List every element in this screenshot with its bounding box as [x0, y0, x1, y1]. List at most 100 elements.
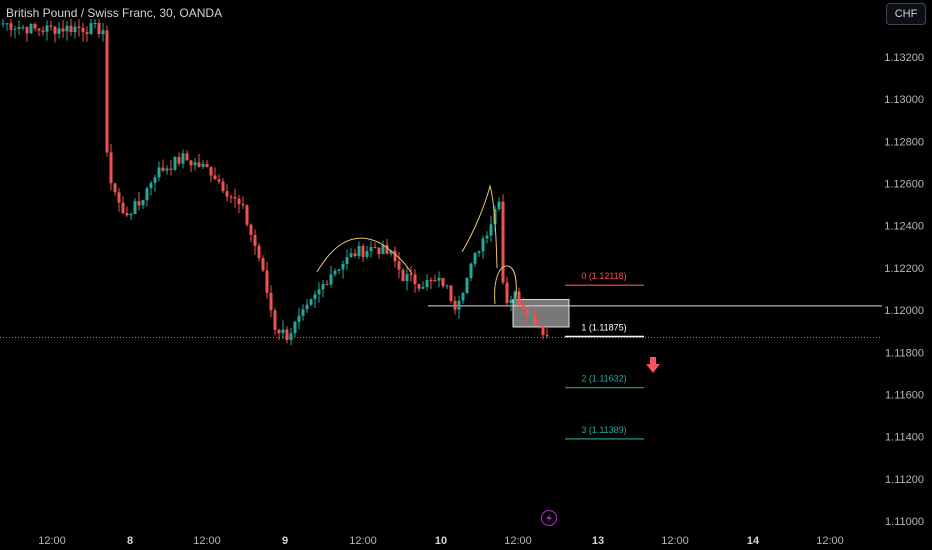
candle: [413, 269, 417, 293]
price-tick-label: 1.11000: [885, 516, 924, 528]
price-tick-label: 1.12000: [884, 305, 924, 317]
price-tick-label: 1.11800: [885, 347, 924, 359]
fib-level[interactable]: 1 (1.11875): [565, 322, 644, 338]
time-tick-label: 8: [127, 535, 133, 547]
candle: [133, 198, 137, 215]
currency-button[interactable]: CHF: [886, 3, 926, 25]
candle: [329, 265, 333, 288]
candle: [537, 321, 541, 329]
candle: [401, 268, 405, 282]
candle: [101, 23, 105, 42]
candle: [397, 252, 401, 279]
candle: [481, 235, 485, 260]
price-axis[interactable]: 1.13200 1.13000 1.12800 1.12600 1.12400 1.122…: [884, 52, 924, 528]
candle: [469, 262, 473, 282]
price-tick-label: 1.11600: [885, 389, 924, 401]
time-tick-label: 12:00: [193, 535, 221, 547]
candle: [449, 284, 453, 304]
candle: [97, 19, 101, 38]
candle: [173, 156, 177, 172]
candle: [509, 295, 513, 312]
time-tick-label: 12:00: [504, 535, 532, 547]
candle: [13, 25, 17, 39]
candle: [361, 243, 365, 262]
price-tick-label: 1.13000: [884, 94, 924, 106]
candle: [353, 248, 357, 258]
time-axis[interactable]: 12:00 8 12:00 9 12:00 10 12:00 13 12:00 14 12:00: [38, 535, 844, 547]
time-tick-label: 12:00: [816, 535, 844, 547]
fib-level[interactable]: 3 (1.11389): [565, 425, 644, 440]
time-tick-label: 12:00: [661, 535, 689, 547]
spike-curve: [461, 184, 498, 269]
candle: [1, 19, 5, 28]
fib-level[interactable]: 2 (1.11632): [565, 374, 644, 389]
candle: [277, 328, 281, 340]
candle: [157, 161, 161, 182]
candle: [457, 295, 461, 319]
candle: [213, 167, 217, 180]
candle: [325, 279, 329, 286]
candle: [33, 22, 37, 32]
consolidation-zone-box[interactable]: [512, 299, 570, 328]
candle: [189, 159, 193, 173]
candle: [141, 199, 145, 210]
fib-level[interactable]: 0 (1.12118): [565, 271, 644, 286]
candle: [181, 149, 185, 169]
candle: [5, 23, 9, 31]
candle: [357, 241, 361, 260]
candle: [337, 268, 341, 275]
candle: [533, 306, 537, 326]
candle: [93, 19, 97, 29]
candle: [69, 19, 73, 36]
candle: [221, 178, 225, 194]
candle: [185, 150, 189, 161]
candle: [369, 241, 373, 258]
candle: [333, 268, 337, 277]
time-tick-label: 13: [592, 535, 604, 547]
candle: [313, 290, 317, 308]
candle: [541, 326, 545, 340]
candle: [429, 277, 433, 290]
candle: [477, 250, 481, 257]
candle: [305, 298, 309, 313]
candle: [65, 21, 69, 41]
price-tick-label: 1.12400: [884, 221, 924, 233]
candle: [405, 266, 409, 291]
candle: [201, 160, 205, 169]
candle: [37, 28, 41, 37]
candle: [285, 326, 289, 344]
candle: [161, 159, 165, 173]
candle: [149, 180, 153, 196]
candle: [373, 242, 377, 249]
candle: [169, 160, 173, 176]
candle: [505, 276, 509, 308]
fib-level-label: 1 (1.11875): [581, 322, 626, 332]
candle: [417, 283, 421, 292]
candle: [25, 26, 29, 42]
candle: [349, 248, 353, 258]
candle: [437, 271, 441, 288]
candle: [49, 20, 53, 31]
candle: [45, 20, 49, 41]
candle: [377, 247, 381, 259]
bolt-icon[interactable]: [540, 509, 558, 527]
candle: [465, 277, 469, 295]
price-tick-label: 1.12600: [884, 179, 924, 191]
candle: [341, 260, 345, 279]
candle: [225, 184, 229, 202]
candle: [61, 19, 65, 38]
price-tick-label: 1.13200: [884, 52, 924, 64]
fib-extension-group[interactable]: 0 (1.12118) 1 (1.11875) 2 (1.11632) 3 (1.11…: [565, 271, 644, 440]
candle: [521, 297, 525, 316]
time-tick-label: 14: [747, 535, 760, 547]
candle: [453, 296, 457, 315]
candle: [205, 160, 209, 168]
price-tick-label: 1.11200: [885, 474, 924, 486]
fib-level-label: 0 (1.12118): [581, 271, 626, 281]
small-top-curve: [494, 265, 517, 305]
candle: [105, 25, 109, 157]
candle: [489, 215, 493, 242]
candle: [445, 284, 449, 290]
candle: [253, 229, 257, 255]
